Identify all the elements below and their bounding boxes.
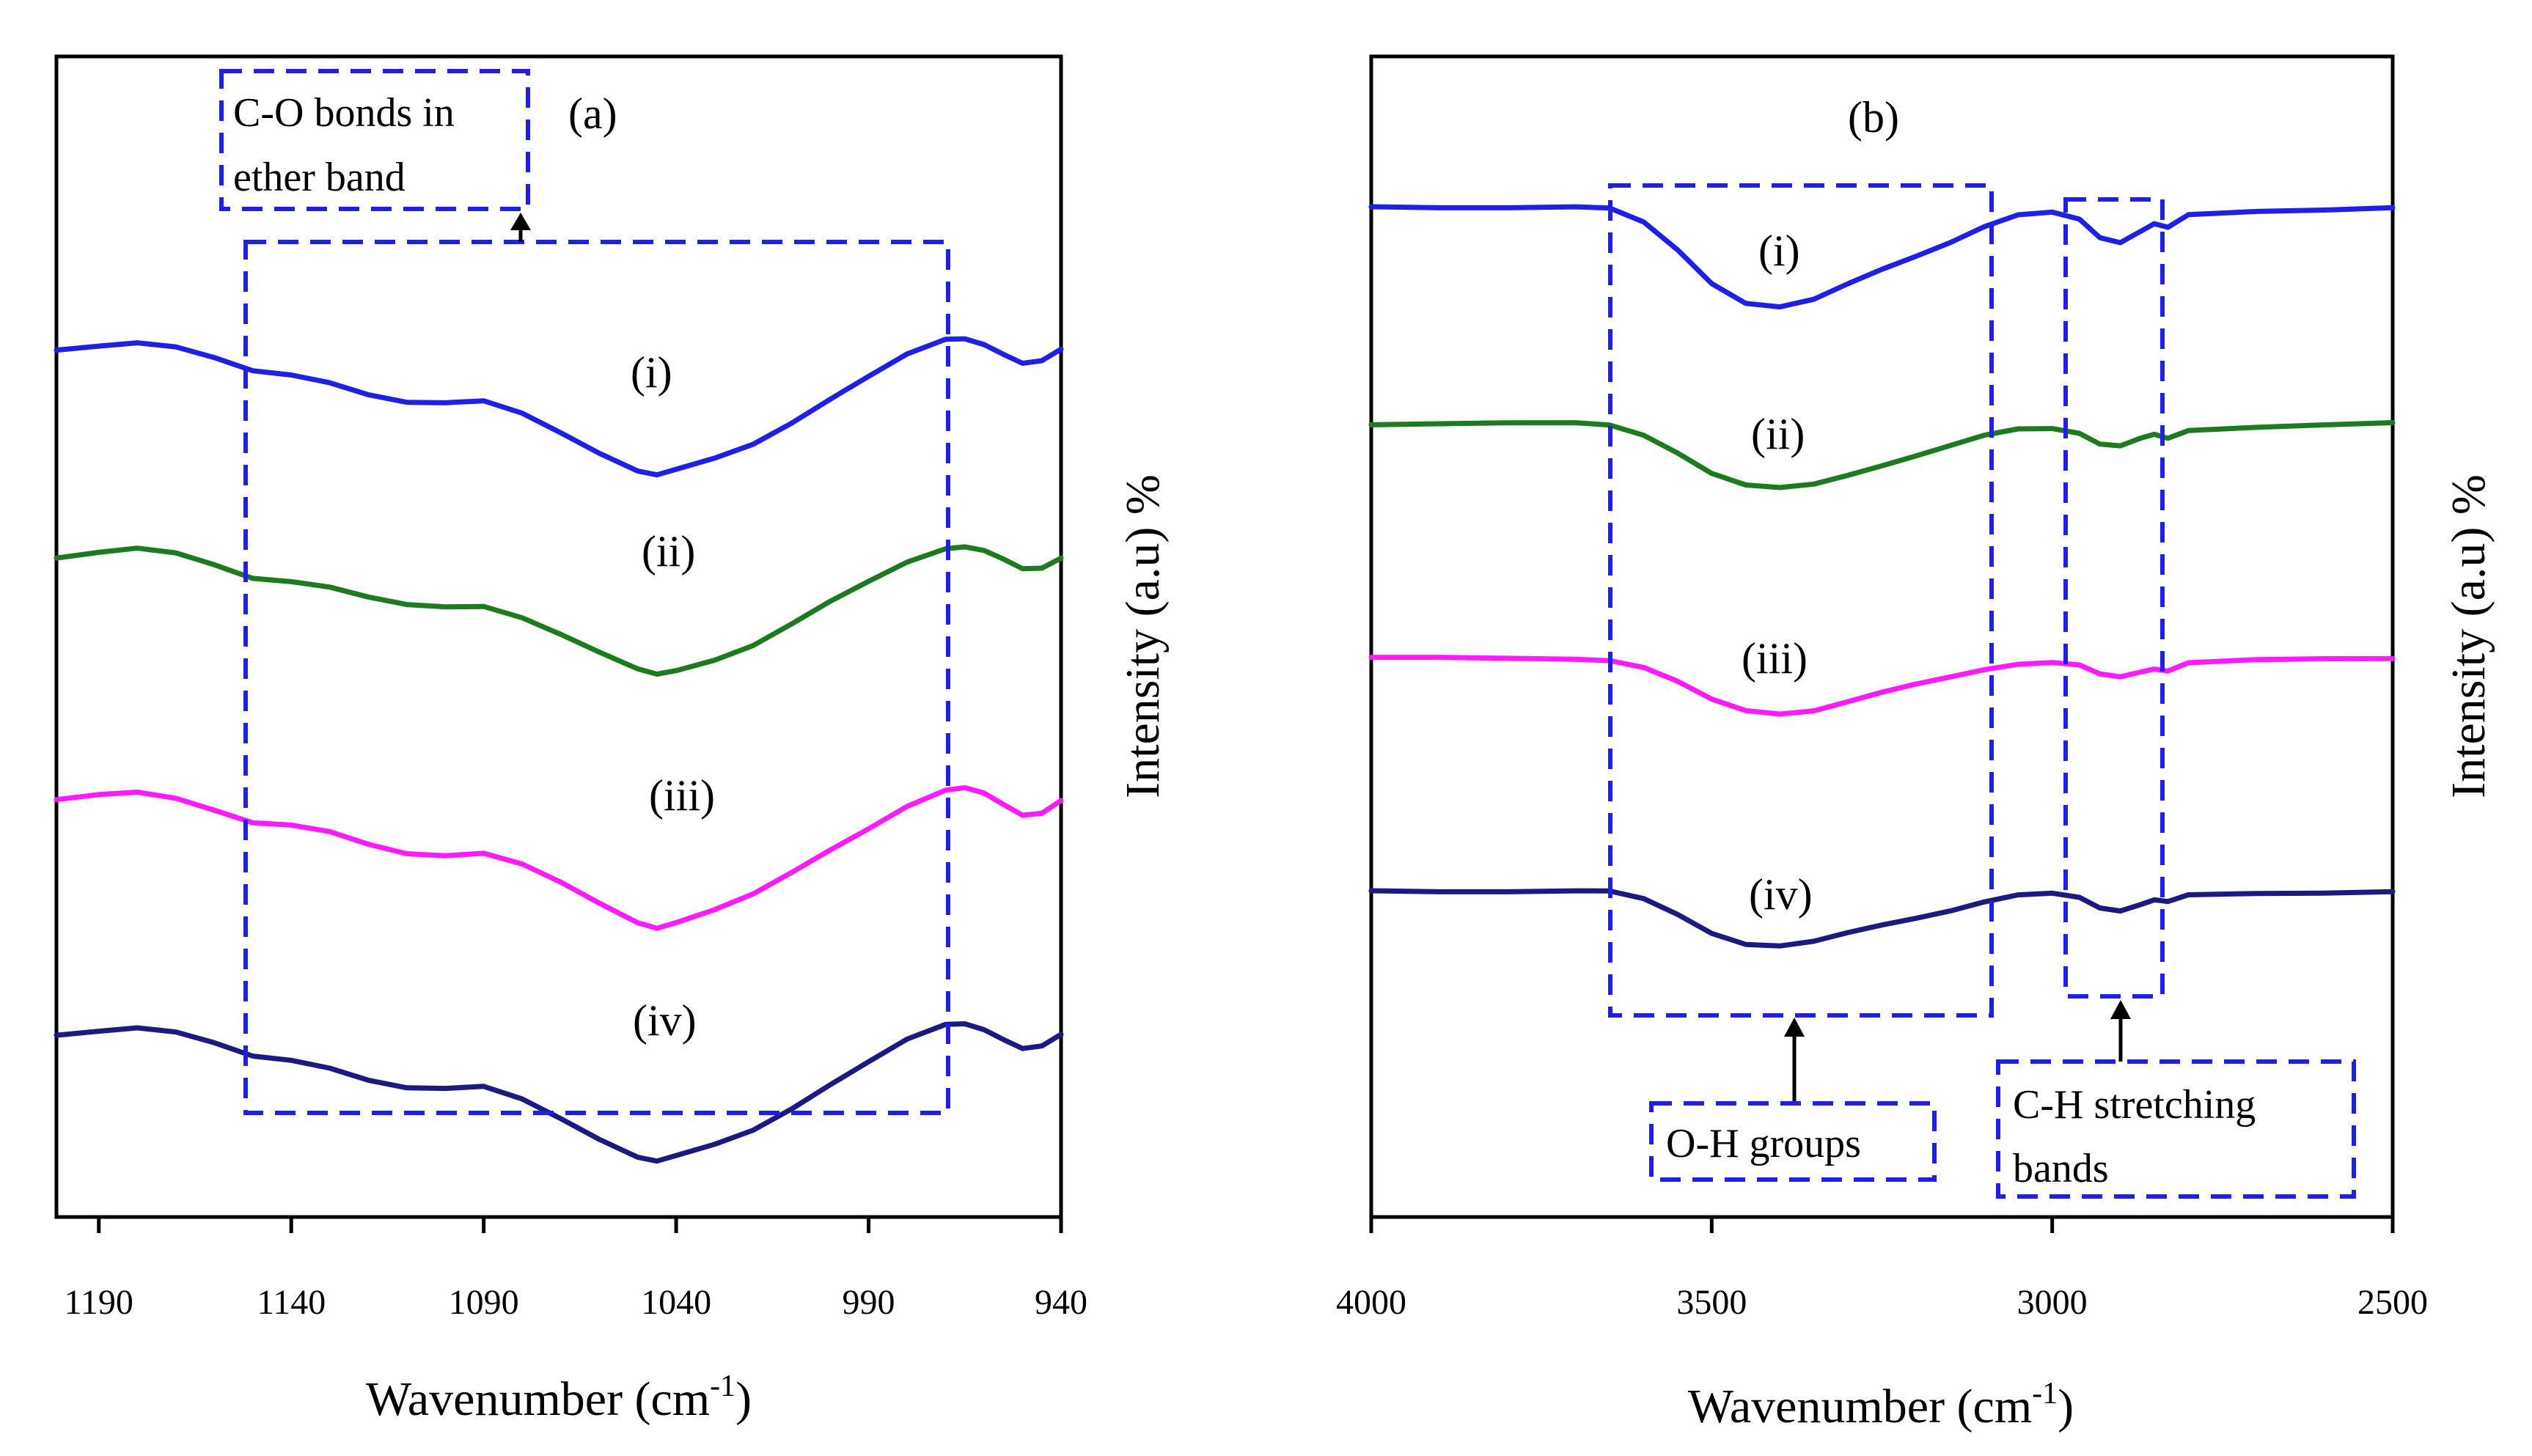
panel-a-x-tick-label: 1190 (65, 1283, 133, 1322)
panel-a-curve-label-iv: (iv) (633, 996, 697, 1045)
panel-a: 1190 1140 1090 1040 990 940 C-O bonds in ethe… (54, 54, 1170, 1426)
panel-a-x-ticks: 1190 1140 1090 1040 990 940 (65, 1217, 1087, 1322)
panel-b-series-2-line (1368, 420, 2396, 490)
panel-b-ch-note-box (1996, 1059, 2356, 1199)
panel-b-curves (1368, 204, 2396, 949)
panel-b-ch-note-line1: C-H stretching (2013, 1082, 2256, 1128)
panel-b-oh-note-box (1649, 1101, 1937, 1182)
panel-a-series-3-line (54, 784, 1064, 931)
panel-a-series-2-line (54, 544, 1064, 677)
panel-b-x-tick-label: 3500 (1676, 1283, 1747, 1322)
panel-b-curve-label-ii: (ii) (1751, 410, 1805, 458)
panel-b-x-tick-label: 3000 (2017, 1283, 2088, 1322)
panel-b-curve-label-i: (i) (1758, 227, 1800, 275)
panel-a-curve-label-ii: (ii) (642, 527, 695, 576)
panel-b-curve-label-iv: (iv) (1749, 870, 1813, 919)
panel-b-x-tick-label: 2500 (2357, 1283, 2428, 1322)
panel-a-co-note-box (219, 69, 530, 211)
panel-a-co-note-line1: C-O bonds in (233, 90, 455, 136)
panel-a-x-axis-label: Wavenumber (cm-1) (366, 1369, 752, 1426)
panel-a-series-4-line (54, 1021, 1064, 1164)
panel-a-x-tick-label: 1090 (449, 1283, 519, 1322)
panel-b-oh-note: O-H groups (1666, 1121, 1861, 1166)
panel-b: 4000 3500 3000 2500 O-H groups C-H stretchi… (1336, 54, 2495, 1433)
panel-b-series-1-line (1368, 204, 2396, 310)
panel-b-ch-arrow-head (2110, 1000, 2131, 1019)
panel-b-curve-label-iii: (iii) (1742, 634, 1808, 683)
panel-a-co-region-box (243, 240, 950, 1115)
panel-a-x-tick-label: 1040 (641, 1283, 711, 1322)
panel-a-x-tick-label: 940 (1035, 1283, 1087, 1322)
panel-a-curves (54, 336, 1064, 1164)
panel-b-x-axis-label: Wavenumber (cm-1) (1688, 1377, 2074, 1433)
panel-b-frame (1369, 54, 2395, 1219)
panel-a-x-tick-label: 1140 (257, 1283, 326, 1322)
panel-b-oh-arrow-head (1784, 1018, 1805, 1037)
panel-b-series-4-line (1368, 888, 2396, 949)
panel-a-series-1-line (54, 336, 1064, 478)
panel-b-x-ticks: 4000 3500 3000 2500 (1336, 1217, 2428, 1322)
panel-b-series-3-line (1368, 655, 2396, 717)
panel-a-curve-label-i: (i) (631, 348, 672, 397)
panel-b-oh-region-box (1608, 183, 1994, 1018)
panel-a-y-axis-label: Intensity (a.u) % (1116, 474, 1170, 798)
panel-b-label: (b) (1848, 93, 1899, 141)
panel-b-y-axis-label: Intensity (a.u) % (2442, 474, 2495, 798)
panel-a-label: (a) (568, 89, 617, 138)
panel-a-x-tick-label: 990 (843, 1283, 895, 1322)
panel-a-curve-label-iii: (iii) (649, 771, 715, 820)
panel-b-x-tick-label: 4000 (1336, 1283, 1406, 1322)
panel-a-co-note-line2: ether band (233, 155, 406, 200)
panel-a-co-arrow-head (510, 213, 531, 230)
panel-b-ch-note-line2: bands (2013, 1146, 2109, 1191)
panel-a-frame (54, 54, 1063, 1219)
panel-b-ch-region-box (2063, 197, 2165, 999)
